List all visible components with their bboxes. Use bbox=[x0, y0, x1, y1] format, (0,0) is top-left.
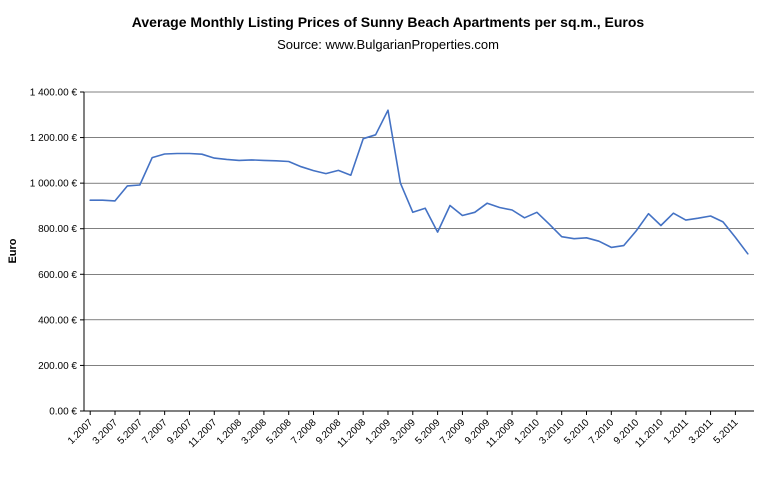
x-tick-label: 5.2009 bbox=[413, 417, 443, 447]
chart-title: Average Monthly Listing Prices of Sunny … bbox=[132, 14, 645, 30]
x-tick-label: 5.2011 bbox=[712, 417, 741, 446]
x-tick-label: 3.2011 bbox=[687, 417, 716, 446]
x-tick-label: 7.2007 bbox=[140, 417, 170, 447]
x-tick-label: 7.2009 bbox=[438, 417, 468, 447]
x-tick-label: 7.2010 bbox=[587, 417, 617, 447]
y-tick-label: 600.00 € bbox=[38, 270, 77, 281]
x-tick-label: 1.2010 bbox=[513, 417, 543, 447]
y-tick-label: 200.00 € bbox=[38, 361, 77, 372]
x-tick-label: 11.2008 bbox=[335, 417, 368, 450]
price-series-line bbox=[89, 109, 749, 255]
x-tick-label: 11.2007 bbox=[187, 417, 220, 450]
x-tick-label: 5.2007 bbox=[116, 417, 146, 447]
x-tick-label: 7.2008 bbox=[289, 417, 319, 447]
y-tick-label: 800.00 € bbox=[38, 224, 77, 235]
y-tick-label: 1 400.00 € bbox=[30, 88, 78, 99]
y-tick-label: 1 200.00 € bbox=[30, 133, 78, 144]
x-tick-label: 3.2008 bbox=[240, 417, 270, 447]
y-axis-title: Euro bbox=[7, 238, 19, 263]
y-tick-label: 1 000.00 € bbox=[30, 179, 78, 190]
x-tick-label: 3.2010 bbox=[537, 417, 567, 447]
x-tick-label: 1.2007 bbox=[66, 417, 96, 447]
x-tick-label: 1.2011 bbox=[662, 417, 691, 446]
x-tick-label: 5.2008 bbox=[264, 417, 294, 447]
x-tick-label: 5.2010 bbox=[562, 417, 592, 447]
y-tick-label: 400.00 € bbox=[38, 315, 77, 326]
y-tick-label: 0.00 € bbox=[49, 407, 77, 418]
x-tick-label: 11.2010 bbox=[633, 417, 666, 450]
x-tick-label: 3.2007 bbox=[91, 417, 121, 447]
x-tick-label: 3.2009 bbox=[389, 417, 419, 447]
chart-subtitle: Source: www.BulgarianProperties.com bbox=[277, 37, 499, 52]
x-tick-label: 1.2008 bbox=[215, 417, 245, 447]
x-tick-label: 1.2009 bbox=[364, 417, 394, 447]
x-tick-label: 11.2009 bbox=[484, 417, 517, 450]
